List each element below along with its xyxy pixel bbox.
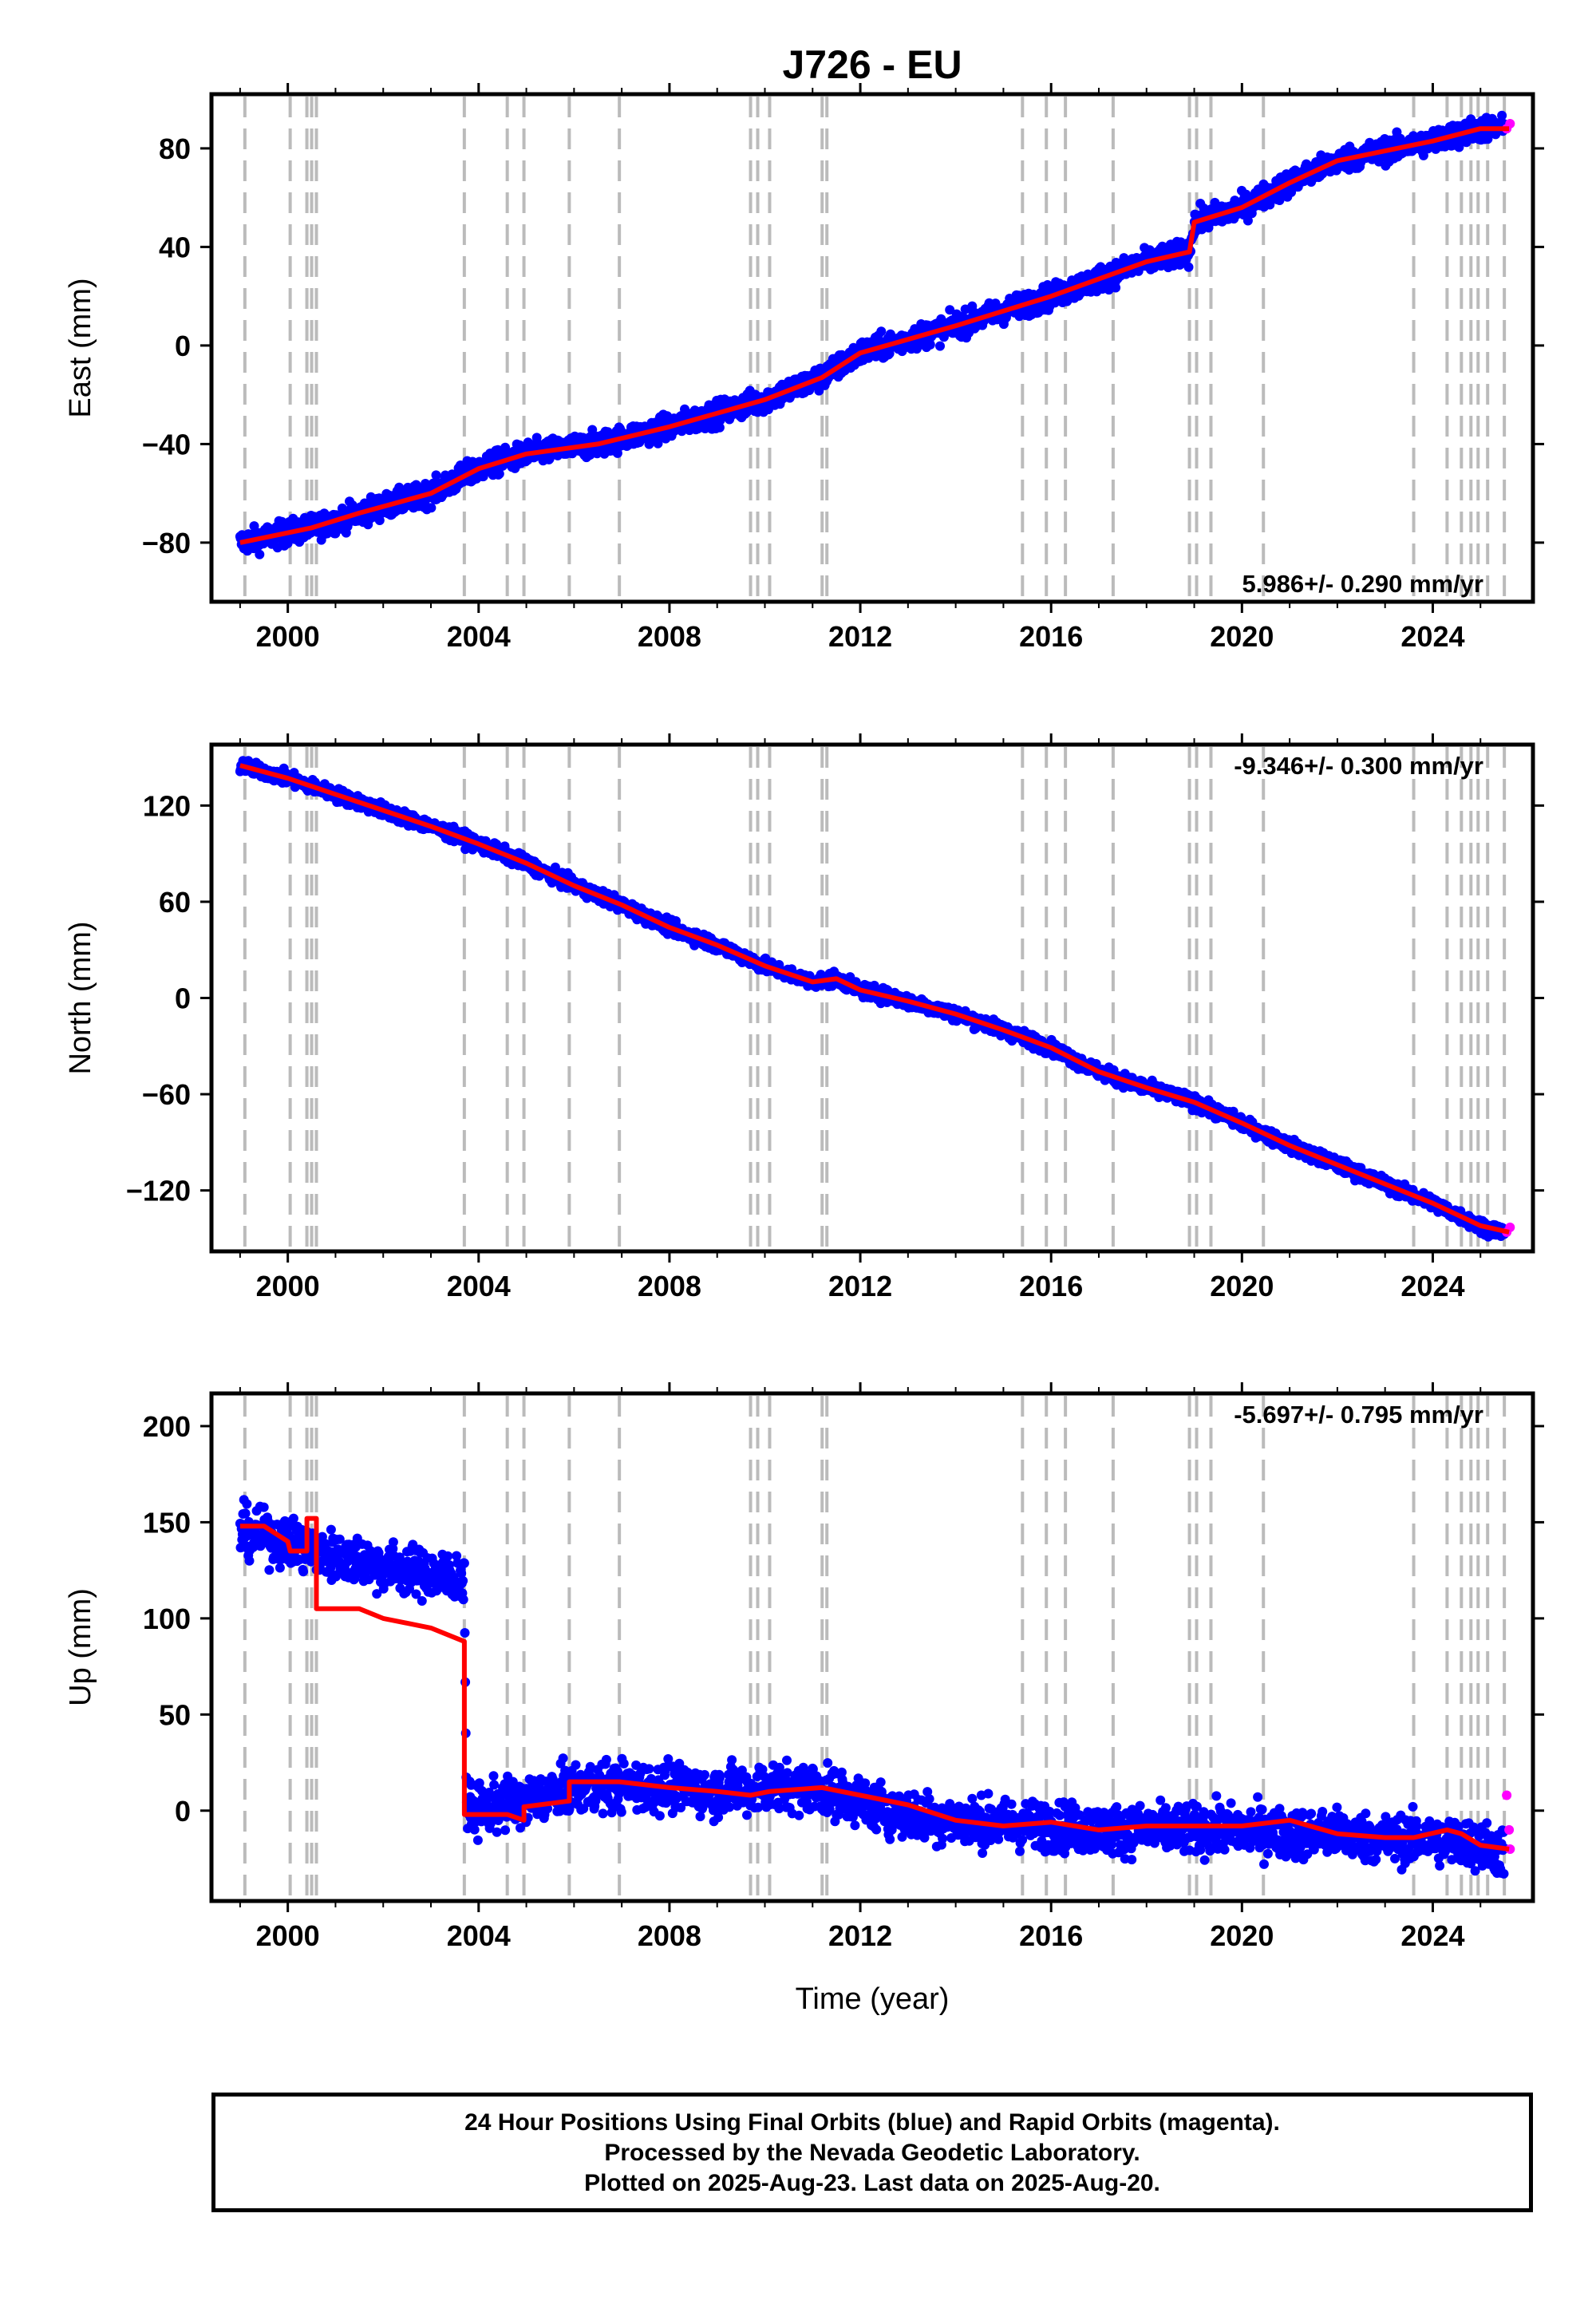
x-tick-label: 2016	[1019, 620, 1083, 653]
chart-title: J726 - EU	[782, 42, 962, 87]
final-orbit-points	[235, 110, 1510, 559]
y-tick-label: 0	[175, 330, 191, 362]
data-point	[494, 468, 504, 479]
data-point	[925, 339, 935, 350]
data-point	[612, 448, 622, 458]
data-point	[255, 549, 265, 559]
data-point	[945, 305, 955, 315]
x-tick-label: 2012	[828, 620, 892, 653]
data-point	[1418, 150, 1428, 160]
data-point	[277, 516, 287, 527]
panels: 2000 2004 2008 2012 2016 2020 2024 −80 −40 0 40 80 E…	[64, 83, 1544, 1952]
plot-frame	[209, 92, 1535, 604]
rapid-point	[1505, 119, 1515, 129]
data-point	[1111, 283, 1121, 293]
rate-annotation: 5.986+/- 0.290 mm/yr	[1242, 570, 1483, 598]
x-tick-label: 2008	[638, 620, 701, 653]
y-tick-label: −40	[142, 428, 191, 460]
data-point	[935, 341, 945, 351]
data-point	[714, 422, 725, 433]
y-axis-label: East (mm)	[64, 278, 97, 417]
data-point	[426, 503, 437, 513]
final-orbit-points	[235, 756, 1510, 1242]
x-tick-label: 2004	[447, 620, 511, 653]
data-point	[1242, 215, 1253, 226]
data-point	[1497, 110, 1507, 121]
x-tick-label: 2000	[256, 620, 320, 653]
panel-north: 2000 2004 2008 2012 2016 2020 2024−120−6006012…	[64, 733, 1544, 1302]
panel-east: 2000 2004 2008 2012 2016 2020 2024 −80 −40 0 40 80 E…	[64, 83, 1544, 653]
data-point	[394, 482, 405, 492]
x-tick-label: 2024	[1400, 620, 1464, 653]
data-point	[587, 425, 598, 435]
y-tick-label: −80	[142, 527, 191, 559]
y-tick-label: 80	[159, 132, 191, 165]
data-point	[431, 470, 441, 480]
data-point	[876, 326, 887, 337]
y-tick-label: 40	[159, 231, 191, 263]
model-line	[239, 126, 1510, 545]
x-tick-label: 2020	[1210, 620, 1274, 653]
data-point	[1183, 262, 1194, 272]
